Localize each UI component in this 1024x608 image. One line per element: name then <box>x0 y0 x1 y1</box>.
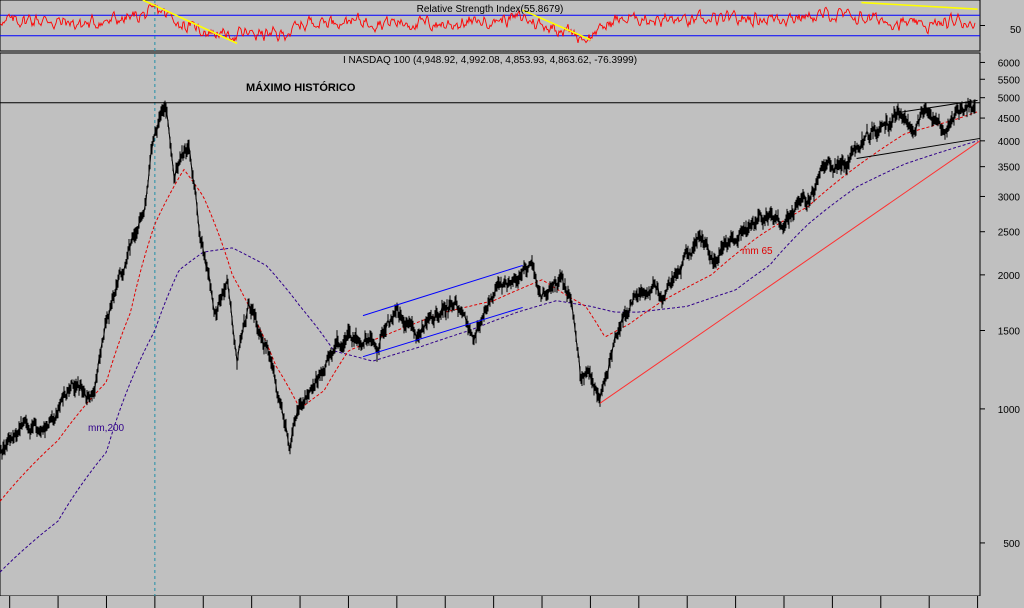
rsi-tick-label: 50 <box>1010 25 1022 36</box>
y-tick-label: 3500 <box>998 163 1021 174</box>
mm200-label: mm,200 <box>88 423 125 434</box>
time-axis-strip <box>0 596 1024 608</box>
rsi-trendline <box>861 1 978 10</box>
price-panel <box>0 52 981 597</box>
channel-lower-line <box>362 306 523 358</box>
y-tick-label: 5500 <box>998 75 1021 86</box>
price-series-line <box>0 102 976 455</box>
wedge-lower-line <box>856 137 981 160</box>
time-axis <box>0 596 1024 608</box>
y-tick-label: 2000 <box>998 271 1021 282</box>
rsi-trendline <box>142 0 238 45</box>
y-tick-label: 1000 <box>998 405 1021 416</box>
rsi-trendline <box>522 9 591 41</box>
mm65-label: mm 65 <box>742 246 773 257</box>
y-tick-label: 6000 <box>998 58 1021 69</box>
rsi-title: Relative Strength Index(55.8679) <box>417 4 564 15</box>
y-tick-label: 3000 <box>998 192 1021 203</box>
y-tick-label: 5000 <box>998 94 1021 105</box>
rsi-panel <box>0 0 985 52</box>
long-term-support-line <box>599 140 981 404</box>
wedge-upper-line <box>895 99 978 114</box>
price-axis <box>980 61 985 544</box>
price-title: I NASDAQ 100 (4,948.92, 4,992.08, 4,853.… <box>343 55 637 66</box>
channel-upper-line <box>362 264 523 317</box>
price-series-group <box>0 0 981 596</box>
y-tick-label: 4500 <box>998 114 1021 125</box>
rsi-grid <box>0 0 985 45</box>
max-annotation: MÁXIMO HISTÓRICO <box>246 81 356 94</box>
y-tick-label: 4000 <box>998 137 1021 148</box>
y-tick-label: 2500 <box>998 228 1021 239</box>
y-tick-label: 1500 <box>998 326 1021 337</box>
y-tick-label: 500 <box>1003 539 1020 550</box>
price-frame <box>0 52 981 597</box>
ma200-line <box>0 140 979 573</box>
